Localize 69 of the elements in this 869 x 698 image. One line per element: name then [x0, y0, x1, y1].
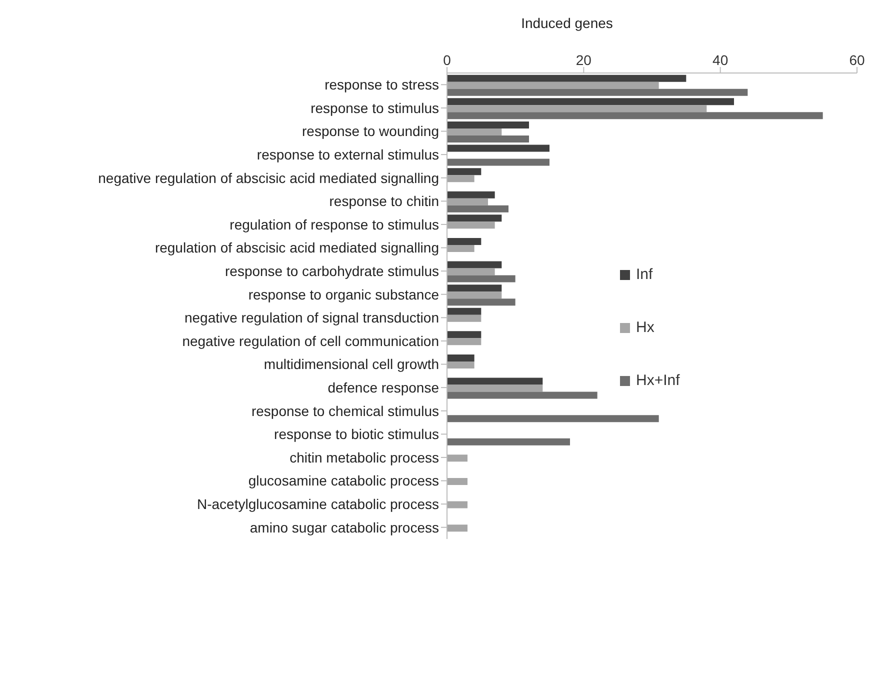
bar: [447, 175, 474, 182]
x-axis-title: Induced genes: [521, 14, 613, 31]
bar: [447, 144, 550, 152]
bar: [447, 105, 707, 112]
bar: [447, 415, 659, 422]
bar: [447, 238, 482, 245]
y-tick-label: defence response: [328, 380, 440, 396]
bar: [447, 268, 495, 276]
y-tick-label: N-acetylglucosamine catabolic process: [197, 496, 439, 512]
bar: [447, 88, 748, 96]
x-tick-label: 0: [443, 52, 452, 68]
x-tick-label: 20: [576, 52, 592, 68]
bar: [447, 478, 468, 485]
bar: [447, 331, 482, 338]
y-tick-label: chitin metabolic process: [290, 449, 439, 466]
bar: [447, 222, 495, 229]
bar: [447, 128, 502, 136]
bar: [447, 135, 529, 142]
y-tick-label: negative regulation of cell communication: [182, 332, 439, 349]
bar: [447, 292, 502, 299]
y-tick-label: response to organic substance: [248, 286, 440, 302]
bar: [447, 338, 482, 346]
bar: [447, 361, 474, 368]
y-tick-label: response to external stimulus: [256, 146, 439, 163]
y-tick-label: amino sugar catabolic process: [250, 519, 439, 536]
bar: [447, 244, 474, 252]
y-tick-label: response to stimulus: [310, 100, 439, 116]
bar: [447, 214, 502, 222]
bar: [447, 454, 468, 462]
y-tick-label: response to carbohydrate stimulus: [225, 263, 439, 280]
y-tick-label: response to chemical stimulus: [251, 402, 439, 419]
bar: [447, 74, 686, 82]
bar: [447, 121, 529, 128]
bar: [447, 501, 468, 508]
bar: [447, 98, 734, 106]
bar: [447, 392, 598, 399]
bar: [447, 261, 502, 268]
bar: [447, 314, 482, 322]
bar: [447, 82, 659, 89]
y-tick-label: response to chitin: [329, 193, 439, 210]
y-tick-label: glucosamine catabolic process: [248, 472, 439, 489]
y-tick-label: regulation of abscisic acid mediated signalling: [154, 240, 439, 256]
bar: [447, 198, 488, 206]
bar: [447, 191, 495, 198]
bar: [447, 308, 482, 315]
bar: [447, 438, 570, 446]
y-tick-label: response to wounding: [302, 123, 439, 140]
bar: [447, 378, 543, 385]
y-tick-label: negative regulation of abscisic acid mediated signalling: [98, 170, 439, 186]
y-tick-label: multidimensional cell growth: [264, 356, 439, 372]
bar: [447, 354, 474, 362]
bar: [447, 284, 502, 292]
y-tick-label: negative regulation of signal transduction: [184, 310, 439, 326]
bar: [447, 112, 823, 120]
legend-label: Hx: [636, 319, 654, 336]
legend-label: Hx+Inf: [636, 372, 680, 389]
bar: [447, 298, 516, 306]
x-tick-label: 40: [712, 52, 728, 68]
y-tick-label: response to stress: [324, 76, 439, 93]
bar: [447, 205, 508, 212]
bar: [447, 158, 550, 166]
x-tick-label: 60: [849, 52, 865, 68]
y-tick-label: regulation of response to stimulus: [230, 216, 439, 232]
y-tick-label: response to biotic stimulus: [274, 426, 439, 442]
bar: [447, 275, 516, 282]
bar: [447, 384, 543, 392]
bar: [447, 168, 482, 176]
bar: [447, 524, 468, 532]
legend-label: Inf: [636, 266, 653, 283]
